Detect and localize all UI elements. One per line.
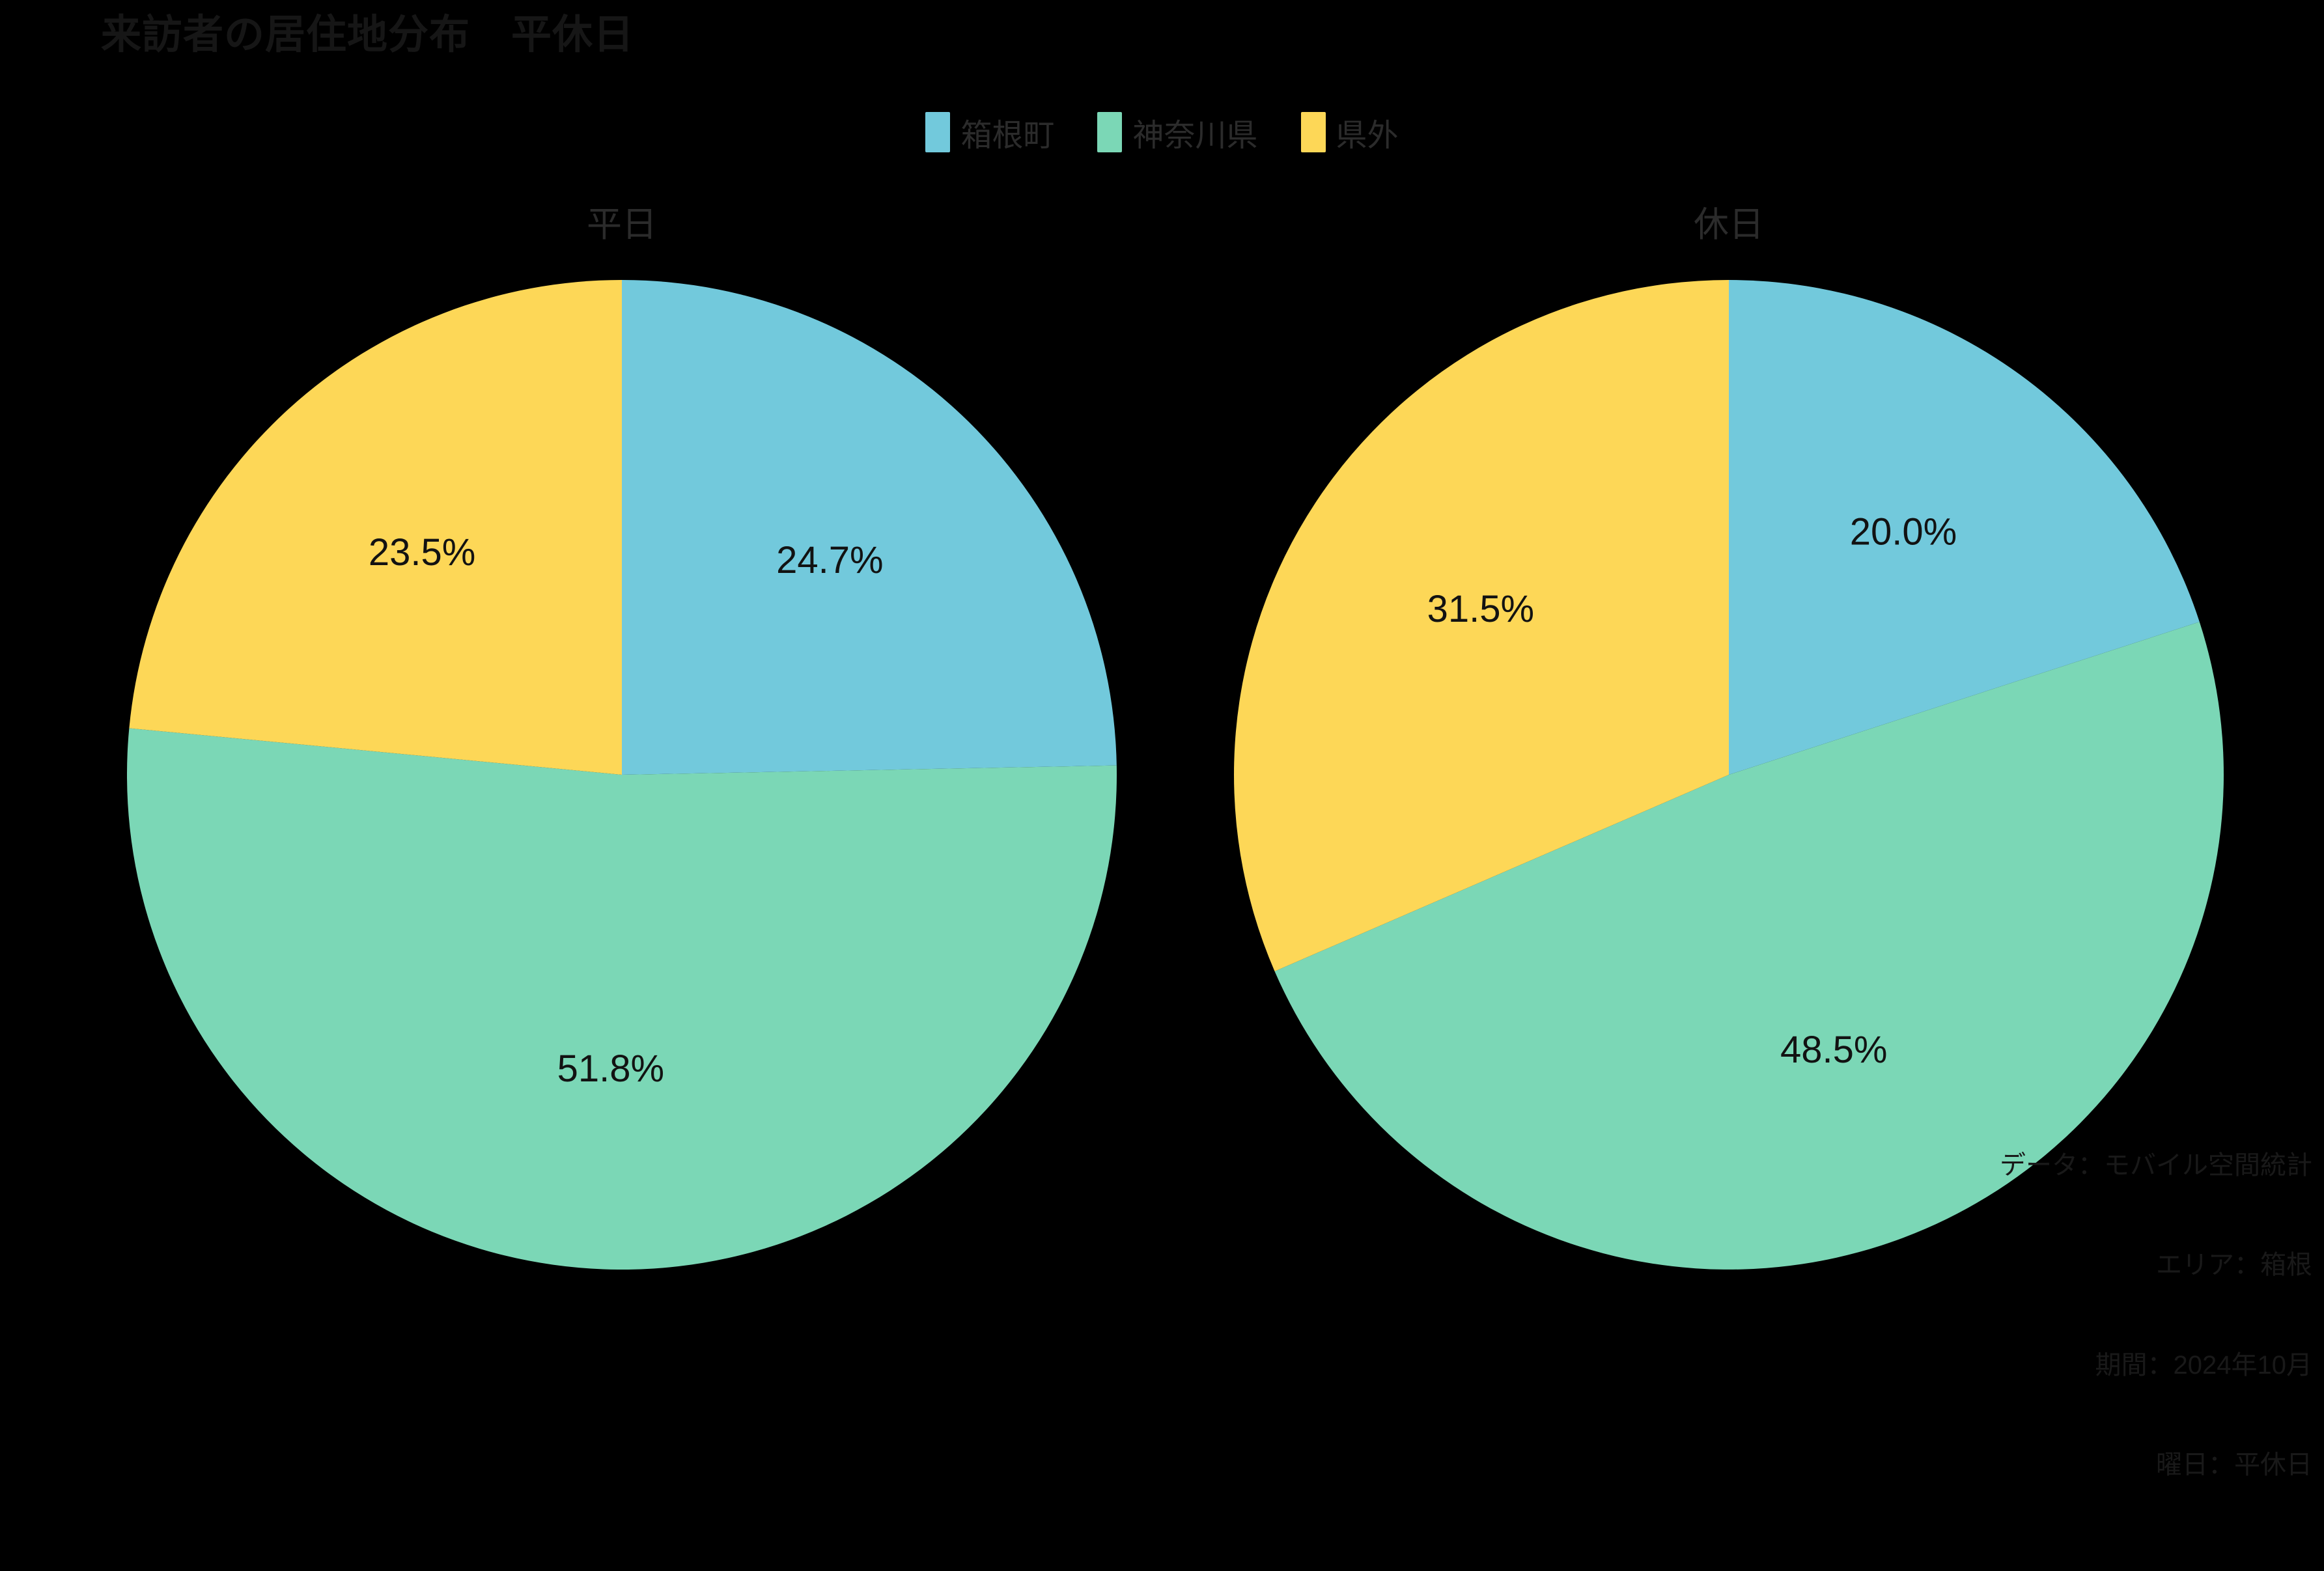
pie-value-label: 31.5% xyxy=(1427,588,1534,630)
pie-slice-県外[interactable] xyxy=(1234,280,1729,971)
footer-annotation: データ：モバイル空間統計 エリア：箱根 期間：2024年10月 曜日：平休日 xyxy=(2000,1082,2312,1549)
legend-item-kanagawa[interactable]: 神奈川県 xyxy=(1097,109,1258,155)
pie-slice-神奈川県[interactable] xyxy=(1274,622,2224,1270)
page-title: 来訪者の居住地分布 平休日 xyxy=(101,12,635,57)
legend-swatch-kengai xyxy=(1300,112,1326,152)
footer-line-period: 期間：2024年10月 xyxy=(2095,1350,2312,1380)
pie-value-label: 20.0% xyxy=(1850,510,1957,553)
legend-swatch-hakone xyxy=(925,112,951,152)
pie-slice-神奈川県[interactable] xyxy=(127,728,1117,1270)
footer-line-data: データ：モバイル空間統計 xyxy=(2000,1150,2312,1180)
pie-slice-箱根町[interactable] xyxy=(622,280,1117,775)
pie-value-label: 23.5% xyxy=(369,531,475,574)
legend-label-kengai: 県外 xyxy=(1336,118,1399,153)
legend-label-kanagawa: 神奈川県 xyxy=(1132,118,1258,153)
pie-svg-weekday: 24.7% 51.8% 23.5% xyxy=(127,280,1117,1270)
legend-swatch-kanagawa xyxy=(1097,112,1123,152)
legend: 箱根町 神奈川県 県外 xyxy=(0,109,2324,155)
pie-svg-holiday: 20.0% 48.5% 31.5% xyxy=(1234,280,2224,1270)
footer-line-area: エリア：箱根 xyxy=(2156,1251,2312,1280)
legend-label-hakone: 箱根町 xyxy=(960,118,1055,153)
pie-chart-weekday: 24.7% 51.8% 23.5% xyxy=(127,280,1117,1270)
pie-value-label: 24.7% xyxy=(776,539,883,581)
subplot-title-holiday: 休日 xyxy=(1694,205,1764,244)
pie-value-label: 48.5% xyxy=(1780,1029,1887,1071)
subplot-title-weekday: 平日 xyxy=(587,205,657,244)
pie-slice-県外[interactable] xyxy=(129,280,622,775)
pie-slice-箱根町[interactable] xyxy=(1729,280,2200,775)
pie-chart-holiday: 20.0% 48.5% 31.5% xyxy=(1234,280,2224,1270)
footer-line-daytype: 曜日：平休日 xyxy=(2156,1451,2312,1480)
legend-item-hakone[interactable]: 箱根町 xyxy=(925,109,1054,155)
legend-item-kengai[interactable]: 県外 xyxy=(1300,109,1399,155)
pie-value-label: 51.8% xyxy=(557,1048,664,1090)
